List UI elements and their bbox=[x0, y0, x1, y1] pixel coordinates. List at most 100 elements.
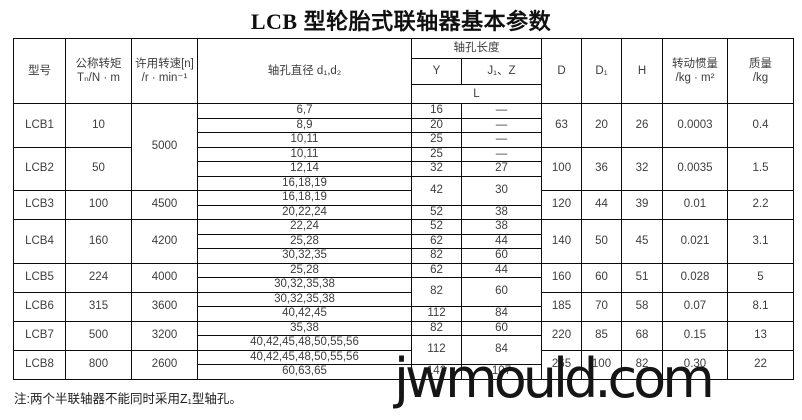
cell-D: 120 bbox=[541, 190, 582, 220]
cell-j1z: 38 bbox=[461, 219, 542, 235]
cell-y: 52 bbox=[411, 204, 462, 220]
table-row: 16,18,19 42 30 bbox=[14, 175, 794, 206]
cell-model: LCB5 bbox=[13, 262, 66, 293]
cell-bore: 60,63,65 bbox=[197, 364, 412, 380]
cell-model: LCB3 bbox=[13, 190, 66, 220]
header-speed-line2: /r · min⁻¹ bbox=[141, 72, 188, 84]
table-row: 30,32,35,38 82 60 bbox=[14, 277, 794, 307]
cell-speed: 3600 bbox=[131, 291, 198, 322]
header-torque-line2: Tₙ/N · m bbox=[77, 72, 120, 84]
cell-y: 142 bbox=[411, 364, 462, 380]
cell-j1z: 84 bbox=[461, 335, 542, 365]
cell-inertia: 0.021 bbox=[662, 219, 728, 264]
cell-j1z: 27 bbox=[461, 161, 542, 177]
cell-model: LCB2 bbox=[13, 146, 66, 191]
table-row: LCB3 100 4500 16,18,19 120 44 39 0.01 2.2 bbox=[13, 190, 794, 220]
cell-speed: 5000 bbox=[131, 103, 198, 191]
cell-inertia: 0.0003 bbox=[662, 103, 728, 148]
header-inertia-line2: /kg · m² bbox=[675, 72, 715, 84]
cell-H: 58 bbox=[621, 291, 663, 322]
cell-bore: 35,38 bbox=[197, 320, 412, 336]
cell-j1z: 60 bbox=[461, 277, 542, 307]
cell-y: 16 bbox=[411, 103, 462, 119]
table-row: 25,28 62 44 bbox=[14, 233, 794, 249]
cell-D: 100 bbox=[541, 146, 582, 191]
cell-bore: 30,32,35,38 bbox=[197, 291, 412, 307]
table-row: 60,63,65 142 107 bbox=[14, 364, 794, 380]
cell-model: LCB8 bbox=[13, 349, 66, 380]
header-torque: 公称转矩 Tₙ/N · m bbox=[65, 38, 132, 104]
cell-speed: 3200 bbox=[131, 320, 198, 351]
cell-D: 63 bbox=[541, 103, 582, 148]
cell-torque: 50 bbox=[65, 146, 132, 191]
cell-torque: 500 bbox=[65, 320, 132, 351]
cell-D1: 36 bbox=[581, 146, 622, 191]
table-body: LCB1 10 5000 6,7 16—63 20 26 0.0003 0.4 8,9 20—10,… bbox=[13, 103, 794, 380]
cell-torque: 800 bbox=[65, 349, 132, 380]
cell-mass: 5 bbox=[727, 262, 794, 293]
cell-H: 32 bbox=[621, 146, 663, 191]
cell-y: 82 bbox=[411, 277, 462, 307]
cell-y: 112 bbox=[411, 335, 462, 365]
cell-j1z: 30 bbox=[461, 175, 542, 206]
cell-inertia: 0.028 bbox=[662, 262, 728, 293]
cell-j1z: 44 bbox=[461, 262, 542, 278]
cell-j1z: 84 bbox=[461, 306, 542, 322]
cell-model: LCB4 bbox=[13, 219, 66, 264]
cell-D1: 100 bbox=[581, 349, 622, 380]
cell-y: 52 bbox=[411, 219, 462, 235]
header-Y: Y bbox=[411, 58, 462, 85]
cell-D: 265 bbox=[541, 349, 582, 380]
page-title: LCB 型轮胎式联轴器基本参数 bbox=[250, 9, 552, 34]
cell-D: 185 bbox=[541, 291, 582, 322]
cell-inertia: 0.01 bbox=[662, 190, 728, 220]
cell-torque: 10 bbox=[65, 103, 132, 148]
cell-bore: 22,24 bbox=[197, 219, 412, 235]
cell-y: 82 bbox=[411, 248, 462, 264]
footnote: 注:两个半联轴器不能同时采用Z₁型轴孔。 bbox=[14, 392, 242, 406]
cell-mass: 8.1 bbox=[727, 291, 794, 322]
header-model: 型号 bbox=[13, 38, 66, 104]
cell-y: 42 bbox=[411, 175, 462, 206]
cell-y: 112 bbox=[411, 306, 462, 322]
table-row: LCB8 800 2600 40,42,45,48,50,55,56 265 100 82 0… bbox=[13, 349, 794, 380]
cell-D: 140 bbox=[541, 219, 582, 264]
cell-j1z: — bbox=[461, 146, 542, 162]
cell-D1: 50 bbox=[581, 219, 622, 264]
header-speed: 许用转速[n] /r · min⁻¹ bbox=[131, 38, 198, 104]
cell-j1z: 44 bbox=[461, 233, 542, 249]
cell-j1z: — bbox=[461, 132, 542, 148]
cell-D: 160 bbox=[541, 262, 582, 293]
cell-y: 62 bbox=[411, 233, 462, 249]
header-speed-line1: 许用转速[n] bbox=[135, 57, 194, 70]
cell-D1: 70 bbox=[581, 291, 622, 322]
table-row: 10,11 25— bbox=[14, 132, 794, 148]
header-D: D bbox=[541, 38, 582, 104]
cell-speed: 4500 bbox=[131, 190, 198, 220]
cell-mass: 0.4 bbox=[727, 103, 794, 148]
table-row: 12,14 32 27 bbox=[14, 161, 794, 177]
table-row: 40,42,45 112 84 bbox=[14, 306, 794, 322]
cell-H: 82 bbox=[621, 349, 663, 380]
cell-torque: 100 bbox=[65, 190, 132, 220]
header-bore-diameter: 轴孔直径 d₁,d₂ bbox=[197, 38, 412, 104]
cell-H: 45 bbox=[621, 219, 663, 264]
cell-torque: 160 bbox=[65, 219, 132, 264]
table-row: LCB5 224 4000 25,28 62 44 160 60 51 0.028 5 bbox=[13, 262, 794, 293]
cell-model: LCB7 bbox=[13, 320, 66, 351]
header-bore-length-group: 轴孔长度 bbox=[411, 38, 542, 59]
cell-bore: 25,28 bbox=[197, 233, 412, 249]
cell-speed: 4200 bbox=[131, 219, 198, 264]
cell-bore: 25,28 bbox=[197, 262, 412, 278]
table-row: LCB6 315 3600 30,32,35,38 185 70 58 0.07 8.1 bbox=[13, 291, 794, 322]
cell-bore: 30,32,35 bbox=[197, 248, 412, 264]
cell-j1z: 60 bbox=[461, 248, 542, 264]
cell-j1z: — bbox=[461, 117, 542, 133]
cell-y: 32 bbox=[411, 161, 462, 177]
cell-y: 25 bbox=[411, 146, 462, 162]
cell-inertia: 0.0035 bbox=[662, 146, 728, 191]
table-row: LCB1 10 5000 6,7 16—63 20 26 0.0003 0.4 bbox=[13, 103, 794, 191]
table-row: LCB7 500 3200 35,38 82 60 220 85 68 0.15 13 bbox=[13, 320, 794, 351]
cell-bore: 40,42,45,48,50,55,56 bbox=[197, 335, 412, 351]
cell-D1: 44 bbox=[581, 190, 622, 220]
